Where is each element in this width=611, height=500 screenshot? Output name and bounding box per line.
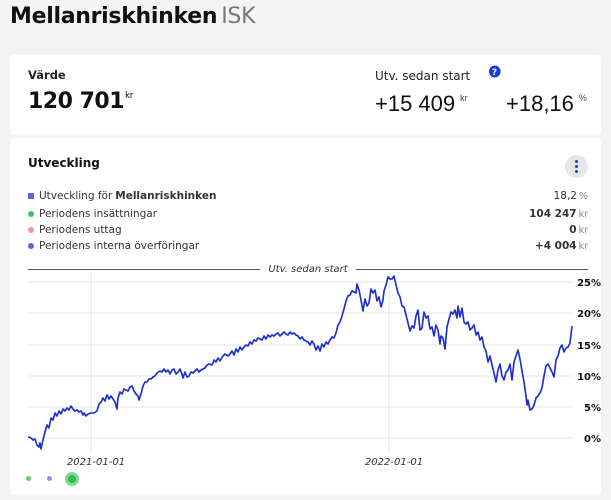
total-value-number: 120 701 — [28, 89, 125, 114]
green-dot-icon — [28, 211, 34, 217]
legend-value-unit: kr — [578, 209, 588, 220]
section-title: Utveckling — [28, 156, 100, 170]
page-title: Mellanriskhinken ISK — [10, 4, 256, 29]
legend-value: +4 004 kr — [535, 240, 588, 252]
development-amount: +15 409 kr — [375, 91, 468, 117]
legend-item-deposits: Periodens insättningar 104 247 kr — [28, 207, 588, 221]
legend-value: 104 247 kr — [529, 208, 588, 220]
development-line — [27, 275, 573, 450]
legend-value-unit: % — [578, 191, 588, 202]
legend-label: Periodens uttag — [39, 224, 122, 236]
legend-label: Utveckling för — [39, 190, 113, 202]
range-dot-active[interactable] — [65, 472, 79, 486]
legend-value-number: 104 247 — [529, 208, 577, 220]
x-axis-ticks: 2021-01-01 2022-01-01 — [67, 457, 423, 468]
legend-value-number: 18,2 — [553, 190, 577, 202]
chart-title: Utv. sedan start — [268, 263, 348, 275]
legend-label: Periodens insättningar — [39, 208, 158, 220]
square-marker-icon — [28, 193, 34, 199]
total-value-unit: kr — [125, 91, 133, 101]
legend-value-number: 0 — [569, 224, 577, 236]
y-tick-5: 5% — [584, 403, 601, 414]
y-tick-25: 25% — [577, 278, 601, 289]
legend-item-development: Utveckling för Mellanriskhinken 18,2% — [28, 189, 588, 203]
development-percent: +18,16% — [506, 91, 587, 117]
chart-title-divider: Utv. sedan start — [28, 263, 589, 275]
x-tick-2022: 2022-01-01 — [365, 457, 423, 468]
legend-label-bold: Mellanriskhinken — [115, 190, 217, 202]
range-selector — [26, 472, 86, 486]
value-label: Värde — [28, 68, 66, 82]
legend-item-withdrawals: Periodens uttag 0 kr — [28, 223, 588, 237]
grid-lines — [28, 273, 573, 452]
svg-text:?: ? — [492, 68, 497, 78]
range-dot-1[interactable] — [26, 476, 31, 481]
development-amount-unit: kr — [460, 93, 468, 103]
legend-value-unit: kr — [578, 225, 588, 236]
legend-value-number: +4 004 — [534, 240, 577, 252]
development-amount-number: +15 409 — [375, 91, 456, 116]
pink-dot-icon — [28, 227, 34, 233]
legend-value-unit: kr — [578, 241, 588, 252]
legend-label: Periodens interna överföringar — [39, 240, 200, 252]
y-axis-ticks: 25% 20% 15% 10% 5% 0% — [577, 278, 601, 445]
y-tick-15: 15% — [577, 341, 601, 352]
account-name: Mellanriskhinken — [10, 4, 218, 29]
question-mark-icon[interactable]: ? — [488, 65, 501, 79]
development-percent-unit: % — [578, 93, 587, 103]
summary-card: Värde 120 701kr Utv. sedan start ? +15 4… — [10, 55, 601, 135]
account-type: ISK — [221, 4, 256, 29]
y-tick-10: 10% — [577, 372, 601, 383]
kebab-menu-icon[interactable] — [565, 155, 588, 178]
development-percent-number: +18,16 — [506, 91, 574, 116]
x-tick-2021: 2021-01-01 — [67, 457, 125, 468]
legend-value: 18,2% — [554, 190, 588, 202]
y-tick-0: 0% — [584, 434, 601, 445]
development-card: Utveckling Utveckling för Mellanriskhink… — [10, 138, 601, 495]
legend-item-internal-transfers: Periodens interna överföringar +4 004 kr — [28, 239, 588, 253]
total-value: 120 701kr — [28, 89, 133, 114]
range-dot-2[interactable] — [47, 476, 52, 481]
legend-value: 0 kr — [569, 224, 588, 236]
development-label: Utv. sedan start — [375, 69, 471, 83]
blue-dot-icon — [28, 243, 34, 249]
y-tick-20: 20% — [577, 309, 601, 320]
